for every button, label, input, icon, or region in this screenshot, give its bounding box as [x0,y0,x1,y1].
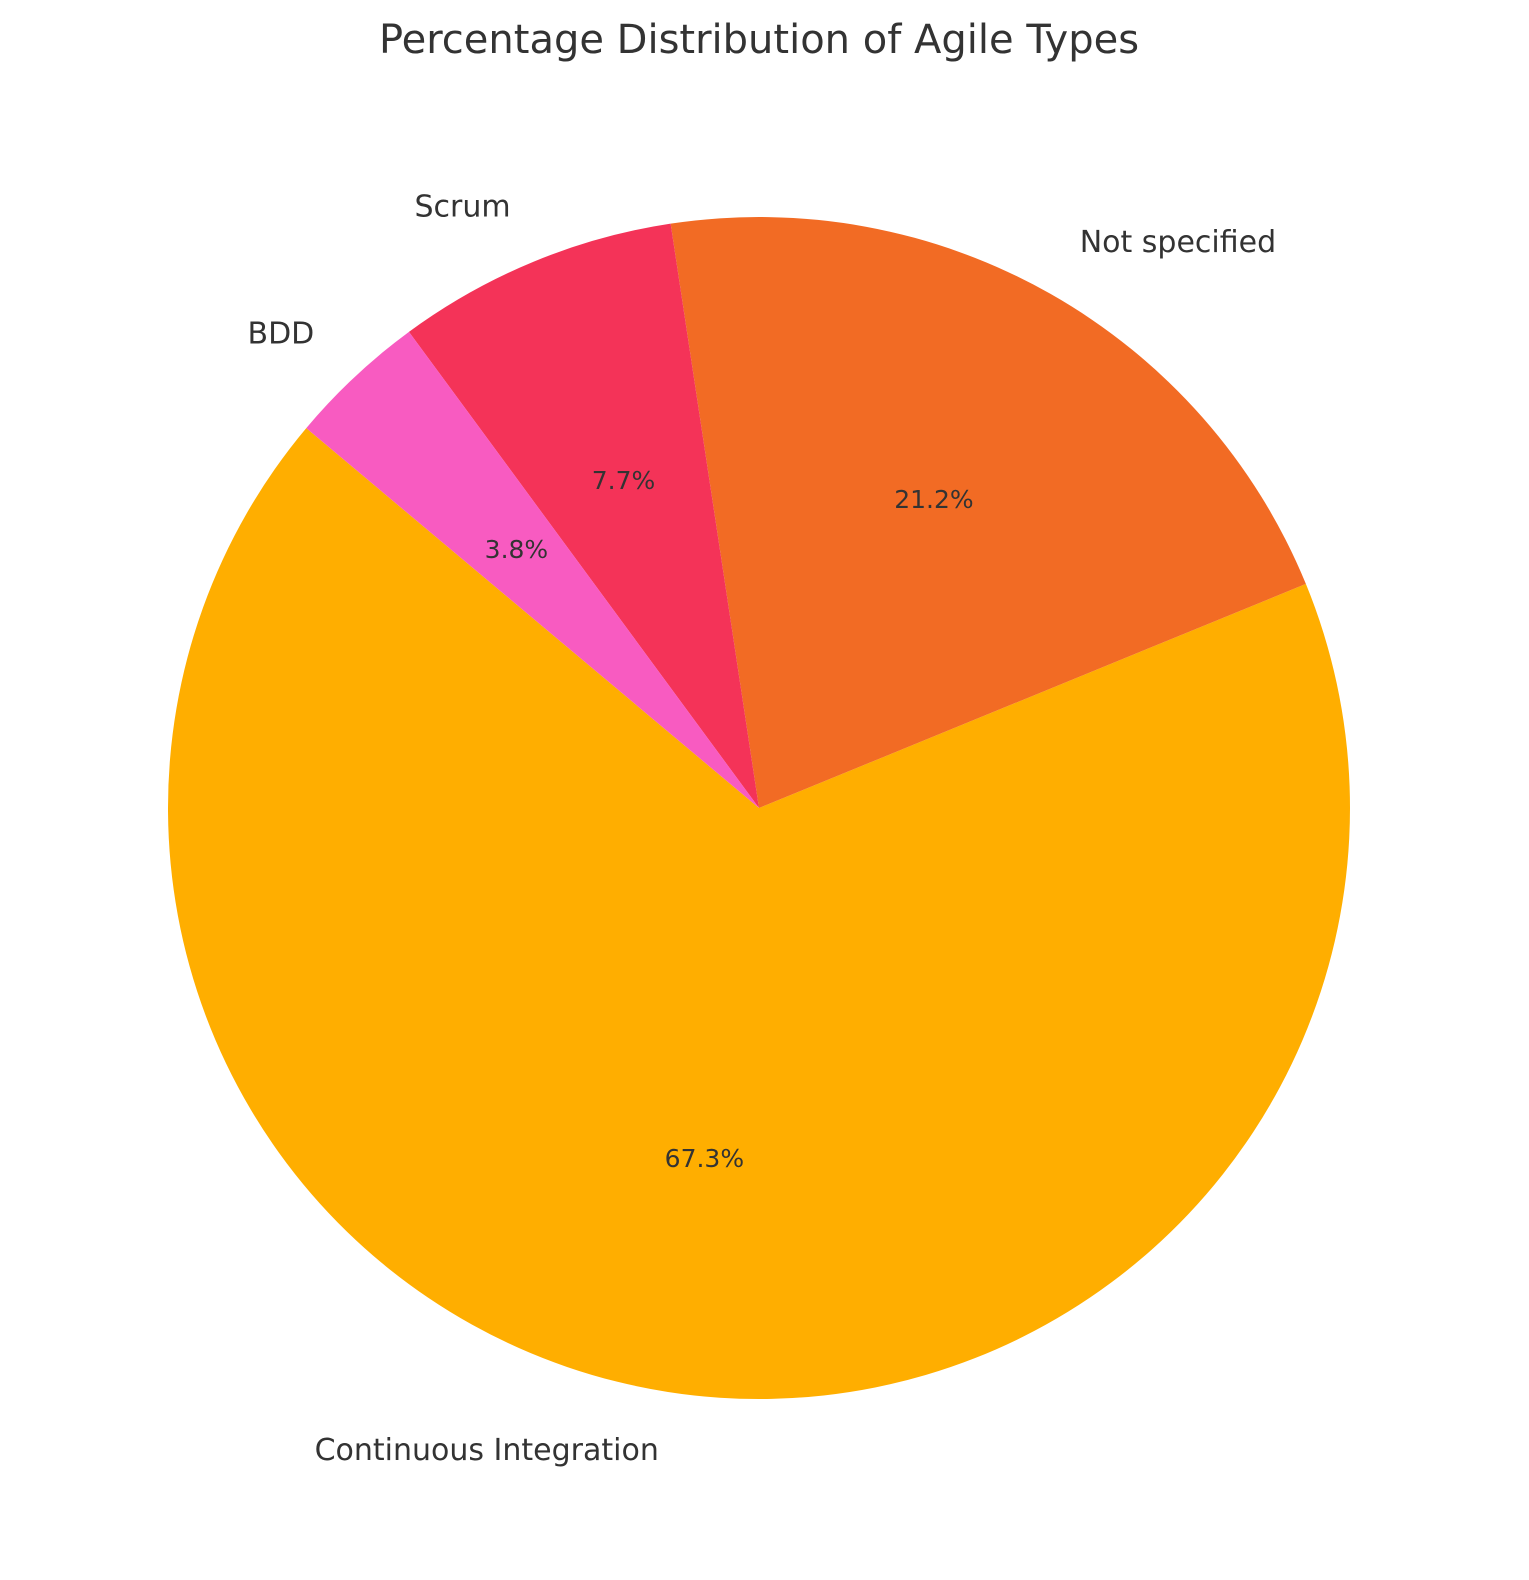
pct-label-bdd: 3.8% [485,535,549,564]
pct-label-continuous-integration: 67.3% [665,1144,744,1173]
slice-label-continuous-integration: Continuous Integration [315,1433,659,1468]
slice-label-bdd: BDD [248,316,315,351]
slice-label-not-specified: Not specified [1080,225,1276,260]
pie-slice-scrum [408,223,759,809]
pie-slice-continuous-integration [167,428,1351,1399]
pie-slices [167,217,1351,1399]
chart-title: Percentage Distribution of Agile Types [379,17,1139,63]
slice-label-scrum: Scrum [415,190,511,225]
pct-label-not-specified: 21.2% [894,485,973,514]
pct-label-scrum: 7.7% [592,466,656,495]
pie-labels: Continuous Integration 67.3% Not specified… [248,190,1277,1468]
pie-slice-bdd [306,331,759,808]
pie-slice-not-specified [670,217,1306,808]
